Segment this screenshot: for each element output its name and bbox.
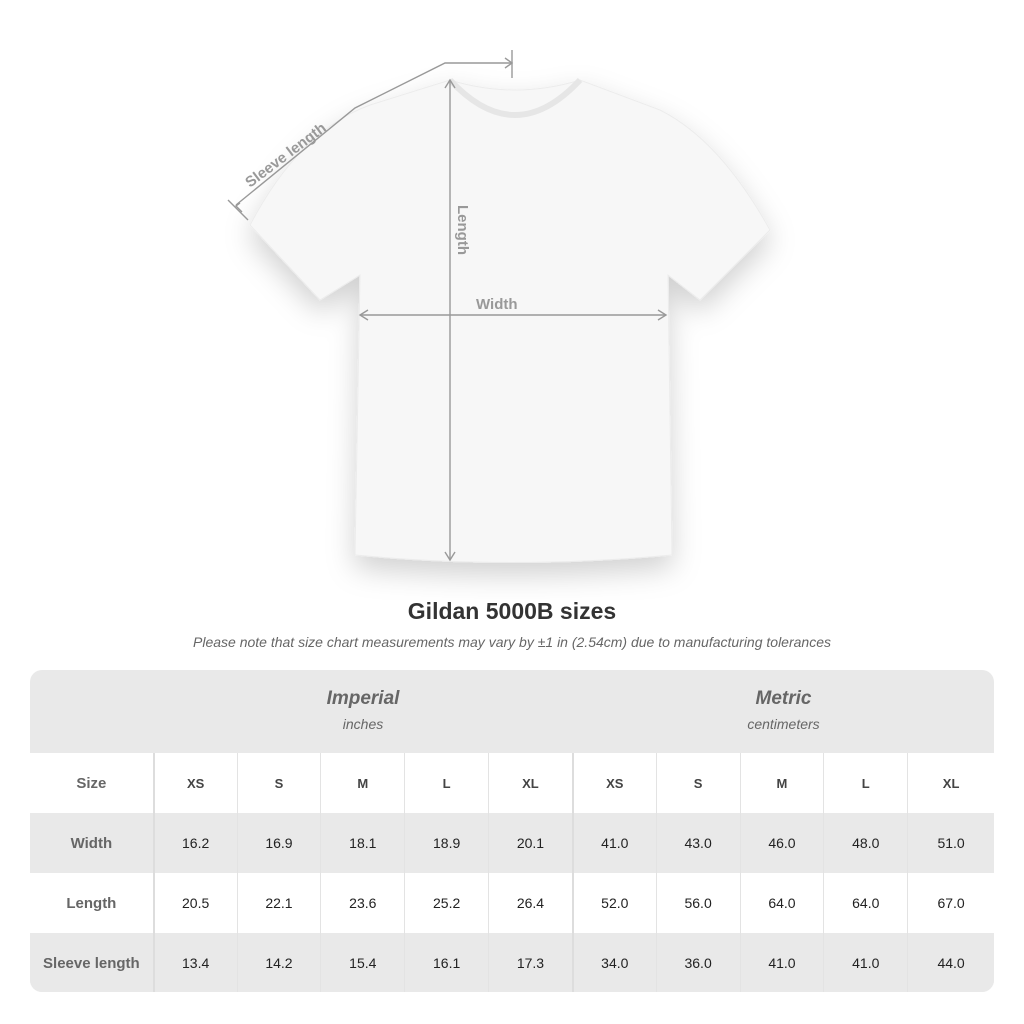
table-cell: 16.2 — [152, 813, 237, 873]
row-label: Sleeve length — [43, 954, 140, 972]
measurement-arrows — [227, 50, 668, 562]
size-header-cell: L — [404, 753, 488, 813]
size-header-cell: XS — [152, 753, 237, 813]
imperial-header: Imperial inches — [153, 670, 573, 753]
table-cell: 23.6 — [320, 873, 404, 933]
imperial-unit: inches — [342, 716, 384, 732]
size-header-cell: L — [823, 753, 907, 813]
table-cell: 56.0 — [655, 873, 740, 933]
table-cell: 20.5 — [152, 873, 237, 933]
table-cell: 15.4 — [320, 933, 404, 992]
table-cell: 41.0 — [823, 933, 907, 992]
length-label: Length — [454, 205, 471, 255]
table-cell: 41.0 — [571, 813, 656, 873]
table-cell: 16.1 — [404, 933, 488, 992]
row-label: Width — [70, 834, 113, 852]
table-cell: 64.0 — [823, 873, 907, 933]
table-cell: 18.1 — [320, 813, 404, 873]
table-cell: 41.0 — [739, 933, 824, 992]
imperial-label: Imperial — [326, 688, 400, 709]
table-cell: 52.0 — [571, 873, 656, 933]
table-cell: 46.0 — [739, 813, 824, 873]
size-header-cell: M — [320, 753, 404, 813]
size-header-cell: S — [236, 753, 321, 813]
size-header-cell: S — [655, 753, 740, 813]
table-cell: 51.0 — [907, 813, 994, 873]
metric-label: Metric — [755, 688, 812, 709]
table-cell: 25.2 — [404, 873, 488, 933]
metric-unit: centimeters — [747, 716, 820, 732]
table-row: Length 20.5 22.1 23.6 25.2 26.4 52.0 56.0 64.0 64… — [30, 873, 994, 933]
chart-title: Gildan 5000B sizes — [407, 598, 617, 624]
table-row: Width 16.2 16.9 18.1 18.9 20.1 41.0 43.0 46.0 48.… — [30, 813, 994, 873]
table-cell: 17.3 — [488, 933, 572, 992]
tolerance-note: Please note that size chart measurements… — [193, 634, 831, 650]
table-cell: 34.0 — [571, 933, 656, 992]
table-row: Sleeve length 13.4 14.2 15.4 16.1 17.3 34.0 36.… — [30, 933, 994, 992]
table-cell: 22.1 — [236, 873, 321, 933]
table-cell: 43.0 — [655, 813, 740, 873]
size-header-cell: XS — [571, 753, 656, 813]
size-header-cell: M — [739, 753, 824, 813]
tshirt-diagram: Sleeve length Length Width — [227, 50, 771, 563]
table-cell: 44.0 — [907, 933, 994, 992]
metric-header: Metric centimeters — [573, 670, 994, 753]
size-header-cell: XL — [488, 753, 572, 813]
table-cell: 67.0 — [907, 873, 994, 933]
table-cell: 48.0 — [823, 813, 907, 873]
size-header-cell: XL — [907, 753, 994, 813]
table-cell: 18.9 — [404, 813, 488, 873]
table-cell: 16.9 — [236, 813, 321, 873]
table-cell: 20.1 — [488, 813, 572, 873]
table-cell: 36.0 — [655, 933, 740, 992]
size-table: Imperial inches Metric centimeters Size X… — [30, 670, 994, 992]
size-header-row: Size XS S M L XL XS S M L XL — [30, 753, 994, 813]
width-label: Width — [476, 296, 518, 313]
table-cell: 14.2 — [236, 933, 321, 992]
table-cell: 64.0 — [739, 873, 824, 933]
row-label: Size — [76, 774, 107, 792]
table-cell: 26.4 — [488, 873, 572, 933]
tshirt-image — [249, 79, 771, 563]
row-label: Length — [66, 894, 117, 912]
table-cell: 13.4 — [152, 933, 237, 992]
